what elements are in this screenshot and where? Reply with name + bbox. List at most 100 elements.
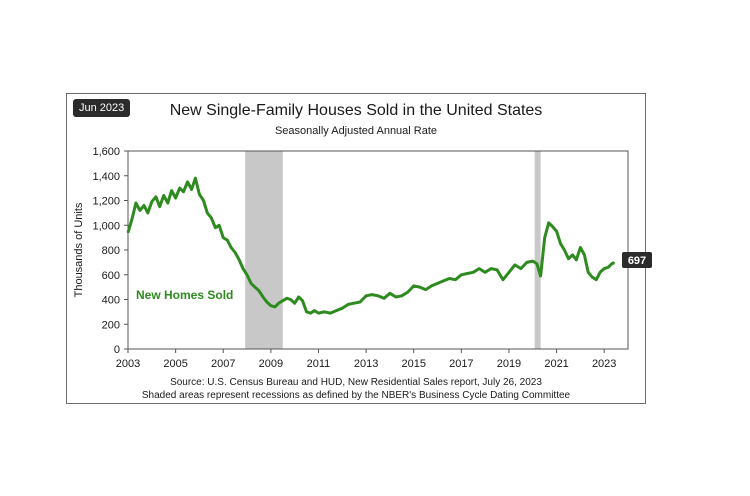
- source-line-1: Source: U.S. Census Bureau and HUD, New …: [170, 377, 542, 388]
- data-point: [536, 262, 538, 265]
- data-point: [313, 309, 316, 312]
- y-tick-label: 600: [102, 270, 120, 282]
- data-point: [250, 282, 252, 285]
- data-point: [170, 189, 173, 192]
- data-point: [567, 257, 570, 260]
- x-tick-label: 2007: [211, 358, 235, 370]
- data-point: [262, 296, 264, 298]
- data-point: [222, 236, 225, 239]
- data-point: [502, 278, 504, 281]
- data-point: [591, 276, 594, 279]
- data-point: [359, 301, 361, 303]
- series-label: New Homes Sold: [136, 288, 233, 302]
- data-point: [365, 294, 367, 297]
- data-point: [478, 267, 480, 270]
- data-point: [496, 269, 498, 271]
- data-point: [460, 273, 463, 276]
- data-point: [230, 246, 232, 249]
- data-point: [198, 193, 201, 196]
- data-point: [174, 197, 177, 199]
- data-point: [155, 195, 157, 198]
- last-value-badge: [622, 252, 652, 268]
- data-point: [508, 271, 510, 274]
- data-point: [277, 302, 280, 305]
- data-point: [341, 307, 344, 309]
- x-tick-label: 2011: [307, 358, 331, 370]
- data-point: [579, 246, 582, 249]
- data-point: [543, 236, 546, 239]
- data-point: [395, 296, 397, 298]
- data-point: [436, 282, 439, 285]
- data-point: [297, 296, 300, 298]
- data-point: [323, 311, 326, 313]
- chart-title: New Single-Family Houses Sold in the Uni…: [169, 102, 543, 119]
- x-tick-label: 2009: [259, 358, 283, 370]
- data-point: [514, 264, 516, 266]
- data-point: [286, 297, 288, 300]
- data-point: [305, 311, 308, 313]
- data-point: [281, 299, 284, 302]
- data-point: [162, 194, 165, 197]
- y-tick-label: 1,200: [92, 196, 120, 208]
- data-point: [146, 212, 149, 214]
- data-point: [238, 259, 240, 261]
- data-point: [383, 297, 385, 300]
- data-point: [377, 294, 379, 297]
- x-tick-label: 2013: [354, 358, 378, 370]
- data-point: [258, 290, 260, 292]
- data-point: [448, 277, 451, 280]
- data-point: [242, 267, 244, 270]
- data-point: [484, 271, 486, 274]
- data-point: [218, 224, 220, 227]
- data-point: [166, 202, 169, 204]
- x-tick-label: 2021: [544, 358, 568, 370]
- data-point: [424, 288, 427, 291]
- last-value-label: 697: [628, 255, 646, 267]
- data-point: [139, 209, 141, 212]
- data-point: [309, 312, 312, 314]
- y-tick-label: 200: [102, 319, 120, 331]
- data-point: [490, 267, 492, 270]
- data-point: [559, 243, 562, 245]
- data-point: [335, 309, 338, 312]
- data-point: [214, 226, 217, 229]
- x-tick-label: 2017: [449, 358, 473, 370]
- recession-band-0: [245, 151, 283, 349]
- data-point: [270, 304, 272, 307]
- x-tick-label: 2003: [116, 358, 140, 370]
- data-point: [234, 251, 236, 254]
- y-tick-label: 0: [114, 344, 120, 356]
- data-point: [607, 266, 610, 269]
- data-point: [571, 254, 574, 256]
- data-point: [131, 218, 133, 220]
- data-point: [613, 261, 615, 264]
- data-point: [526, 261, 528, 264]
- recession-band-1: [534, 151, 541, 349]
- chart-subtitle: Seasonally Adjusted Annual Rate: [274, 125, 438, 137]
- x-tick-label: 2015: [401, 358, 425, 370]
- data-point: [246, 273, 248, 276]
- data-point: [266, 301, 268, 303]
- data-point: [158, 205, 161, 208]
- data-point: [466, 272, 469, 275]
- data-point: [389, 292, 391, 295]
- chart-source: Source: U.S. Census Bureau and HUD, New …: [67, 376, 645, 402]
- data-point: [190, 188, 193, 191]
- source-line-2: Shaded areas represent recessions as def…: [141, 390, 571, 401]
- x-tick-label: 2019: [497, 358, 521, 370]
- data-point: [135, 202, 137, 204]
- data-point: [454, 278, 457, 281]
- y-tick-label: 400: [102, 295, 120, 307]
- data-point: [127, 231, 129, 234]
- data-point: [539, 275, 542, 277]
- data-point: [412, 285, 415, 287]
- data-point: [274, 306, 276, 308]
- data-point: [520, 267, 522, 270]
- plot-area: [127, 150, 629, 350]
- data-point: [210, 217, 213, 219]
- data-point: [202, 199, 205, 202]
- data-point: [406, 291, 409, 293]
- data-point: [151, 200, 153, 203]
- y-tick-label: 800: [102, 245, 120, 257]
